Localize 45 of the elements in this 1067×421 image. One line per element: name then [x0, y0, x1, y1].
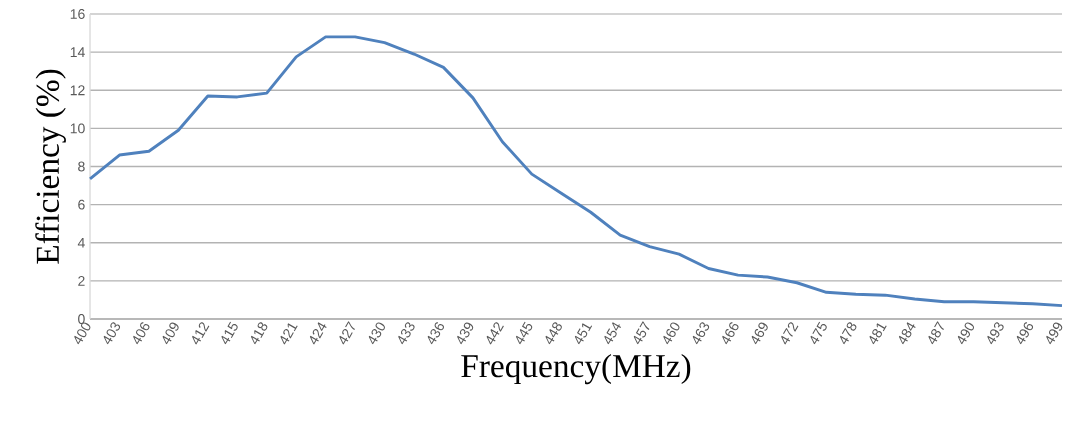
y-tick-label: 0 — [78, 314, 85, 324]
x-tick-label: 478 — [839, 322, 857, 345]
x-tick-label: 484 — [898, 322, 916, 345]
y-tick-label: 12 — [70, 85, 85, 96]
x-tick-label: 457 — [633, 321, 650, 345]
y-tick-label: 10 — [70, 123, 85, 134]
x-tick-label: 412 — [192, 322, 210, 345]
y-tick-label: 8 — [78, 161, 85, 172]
y-tick-label: 6 — [78, 199, 85, 210]
y-tick-label: 4 — [77, 237, 85, 248]
x-tick-label: 436 — [427, 322, 445, 345]
y-tick-label: 14 — [70, 47, 85, 57]
x-tick-label: 433 — [398, 322, 415, 345]
x-tick-label: 451 — [574, 323, 593, 345]
x-tick-label: 445 — [515, 321, 533, 345]
x-tick-label: 400 — [74, 322, 91, 345]
x-tick-label: 481 — [869, 323, 887, 345]
x-tick-label: 406 — [133, 322, 150, 345]
x-tick-label: 439 — [457, 322, 474, 345]
x-tick-label: 418 — [250, 322, 268, 345]
x-tick-label: 424 — [309, 322, 327, 345]
line-series — [88, 35, 1064, 308]
x-tick-label: 448 — [545, 322, 562, 345]
x-tick-label: 454 — [604, 322, 622, 345]
x-tick-label: 463 — [692, 322, 710, 345]
x-tick-label: 490 — [957, 322, 975, 345]
x-tick-label: 460 — [663, 322, 680, 345]
x-tick-label: 415 — [221, 321, 238, 345]
x-tick-label: 472 — [781, 322, 799, 345]
x-tick-label: 430 — [368, 322, 385, 345]
x-tick-label: 499 — [1046, 322, 1063, 345]
x-tick-label: 403 — [103, 322, 121, 345]
x-tick-label: 493 — [987, 322, 1004, 345]
x-tick-label: 421 — [280, 323, 298, 345]
y-tick-label: 16 — [70, 9, 85, 19]
y-tick-label: 2 — [78, 275, 85, 286]
x-axis-title: Frequency(MHz) — [461, 353, 691, 385]
x-tick-label: 442 — [486, 322, 504, 345]
x-tick-label: 469 — [751, 322, 768, 345]
x-tick-label: 466 — [722, 322, 739, 345]
x-tick-label: 496 — [1016, 322, 1034, 345]
x-tick-label: 475 — [810, 321, 827, 345]
y-axis-title: Efficiency (%) — [35, 69, 66, 264]
x-tick-label: 409 — [162, 322, 179, 345]
x-tick-label: 487 — [928, 321, 944, 345]
